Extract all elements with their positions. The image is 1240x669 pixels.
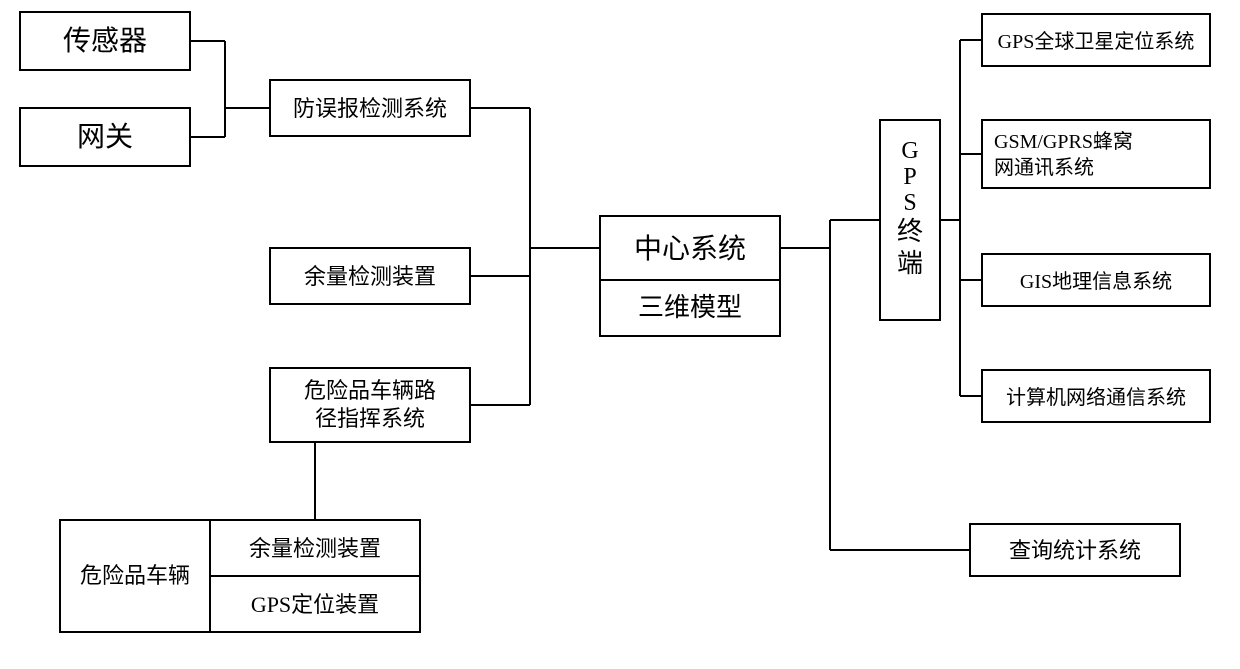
label-gps-terminal-5: 端 <box>897 249 923 278</box>
label-gsm-gprs-2: 网通讯系统 <box>994 156 1094 179</box>
system-diagram: 传感器 网关 防误报检测系统 余量检测装置 危险品车辆路 径指挥系统 危险品车辆… <box>0 0 1240 669</box>
label-gps-loc: GPS定位装置 <box>251 592 379 617</box>
label-center-sys: 中心系统 <box>634 233 746 265</box>
label-gps-terminal-2: P <box>903 164 916 190</box>
label-gps-terminal-3: S <box>903 190 916 216</box>
label-3d-model: 三维模型 <box>638 293 742 322</box>
label-anti-false: 防误报检测系统 <box>293 96 447 121</box>
label-gps-terminal-1: G <box>901 138 918 164</box>
label-gsm-gprs-1: GSM/GPRS蜂窝 <box>994 130 1133 153</box>
label-gps-sat: GPS全球卫星定位系统 <box>998 30 1195 53</box>
label-route-cmd-2: 径指挥系统 <box>315 406 425 431</box>
label-route-cmd-1: 危险品车辆路 <box>304 378 436 403</box>
label-gis: GIS地理信息系统 <box>1020 270 1172 293</box>
label-query-stat: 查询统计系统 <box>1009 538 1141 563</box>
label-sensor: 传感器 <box>63 25 147 57</box>
label-remain-det2: 余量检测装置 <box>249 536 381 561</box>
label-remain-det: 余量检测装置 <box>304 264 436 289</box>
label-comp-net: 计算机网络通信系统 <box>1006 386 1186 409</box>
label-hazard-vehicle: 危险品车辆 <box>80 563 190 588</box>
label-gateway: 网关 <box>77 121 133 153</box>
label-gps-terminal-4: 终 <box>897 217 923 246</box>
